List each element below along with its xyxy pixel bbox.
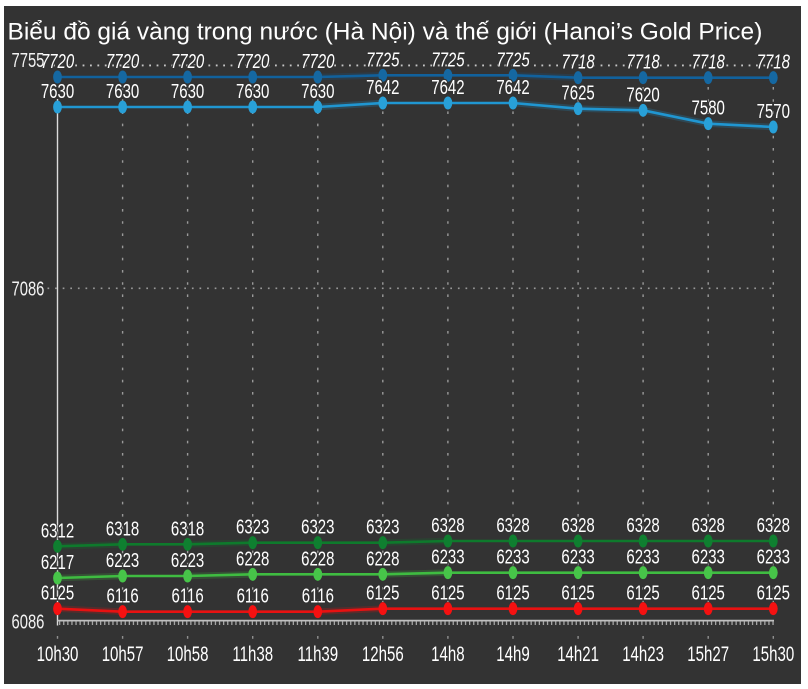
svg-text:12h56: 12h56 (362, 641, 404, 665)
svg-text:6228: 6228 (301, 547, 334, 570)
svg-text:6217: 6217 (41, 551, 74, 574)
svg-text:6328: 6328 (431, 514, 464, 537)
svg-text:7570: 7570 (757, 100, 790, 123)
svg-text:7725: 7725 (496, 48, 529, 71)
svg-text:15h27: 15h27 (687, 641, 729, 665)
svg-text:6233: 6233 (431, 546, 464, 569)
svg-text:6233: 6233 (561, 546, 594, 569)
svg-text:6116: 6116 (171, 585, 203, 608)
svg-text:7720: 7720 (171, 50, 204, 73)
svg-text:7630: 7630 (301, 80, 334, 103)
svg-text:7720: 7720 (236, 50, 269, 73)
svg-text:6223: 6223 (106, 549, 139, 572)
svg-text:6318: 6318 (106, 517, 139, 540)
svg-text:11h38: 11h38 (232, 641, 273, 665)
svg-text:7630: 7630 (106, 80, 139, 103)
svg-text:6116: 6116 (106, 585, 138, 608)
svg-text:6086: 6086 (12, 610, 45, 633)
svg-text:6228: 6228 (236, 547, 269, 570)
svg-text:7642: 7642 (431, 76, 464, 99)
svg-text:7718: 7718 (626, 51, 659, 74)
svg-text:6328: 6328 (692, 514, 725, 537)
svg-text:6328: 6328 (626, 514, 659, 537)
svg-text:7718: 7718 (757, 51, 790, 74)
svg-text:6328: 6328 (496, 514, 529, 537)
svg-text:7720: 7720 (106, 50, 139, 73)
svg-text:6125: 6125 (626, 582, 659, 605)
svg-text:6318: 6318 (171, 517, 204, 540)
svg-text:14h21: 14h21 (557, 641, 599, 665)
svg-text:6328: 6328 (757, 514, 790, 537)
svg-text:15h30: 15h30 (752, 641, 794, 665)
svg-text:6312: 6312 (41, 519, 74, 542)
svg-text:7725: 7725 (366, 48, 399, 71)
svg-text:7725: 7725 (431, 48, 464, 71)
svg-text:7642: 7642 (366, 76, 399, 99)
svg-text:6323: 6323 (301, 516, 334, 539)
svg-text:6116: 6116 (302, 585, 334, 608)
svg-text:7720: 7720 (301, 50, 334, 73)
svg-text:6328: 6328 (561, 514, 594, 537)
svg-text:7630: 7630 (236, 80, 269, 103)
svg-text:6323: 6323 (236, 516, 269, 539)
svg-text:10h57: 10h57 (102, 641, 144, 665)
svg-text:7620: 7620 (626, 83, 659, 106)
svg-text:7718: 7718 (692, 51, 725, 74)
svg-text:6233: 6233 (496, 546, 529, 569)
svg-text:6233: 6233 (757, 546, 790, 569)
svg-text:6125: 6125 (496, 582, 529, 605)
svg-text:6125: 6125 (431, 582, 464, 605)
svg-text:7086: 7086 (12, 277, 45, 300)
svg-text:Biểu đồ giá vàng trong nước (H: Biểu đồ giá vàng trong nước (Hà Nội) và … (8, 19, 763, 46)
svg-text:14h8: 14h8 (431, 641, 464, 665)
svg-text:6223: 6223 (171, 549, 204, 572)
svg-text:14h9: 14h9 (496, 641, 529, 665)
svg-text:7755: 7755 (12, 49, 45, 72)
svg-text:7630: 7630 (41, 80, 74, 103)
svg-text:7630: 7630 (171, 80, 204, 103)
svg-text:6125: 6125 (692, 582, 725, 605)
svg-text:7642: 7642 (496, 76, 529, 99)
svg-text:6116: 6116 (237, 585, 269, 608)
svg-text:10h30: 10h30 (37, 641, 79, 665)
svg-text:6233: 6233 (692, 546, 725, 569)
svg-text:6323: 6323 (366, 516, 399, 539)
svg-text:6228: 6228 (366, 547, 399, 570)
svg-text:7720: 7720 (41, 50, 74, 73)
svg-text:11h39: 11h39 (297, 641, 338, 665)
svg-text:6125: 6125 (561, 582, 594, 605)
svg-text:6125: 6125 (41, 582, 74, 605)
svg-text:10h58: 10h58 (167, 641, 209, 665)
svg-text:6233: 6233 (626, 546, 659, 569)
svg-text:14h23: 14h23 (622, 641, 664, 665)
svg-text:7580: 7580 (692, 97, 725, 120)
svg-text:6125: 6125 (366, 582, 399, 605)
svg-text:7625: 7625 (561, 82, 594, 105)
svg-text:6125: 6125 (757, 582, 790, 605)
svg-text:7718: 7718 (561, 51, 594, 74)
